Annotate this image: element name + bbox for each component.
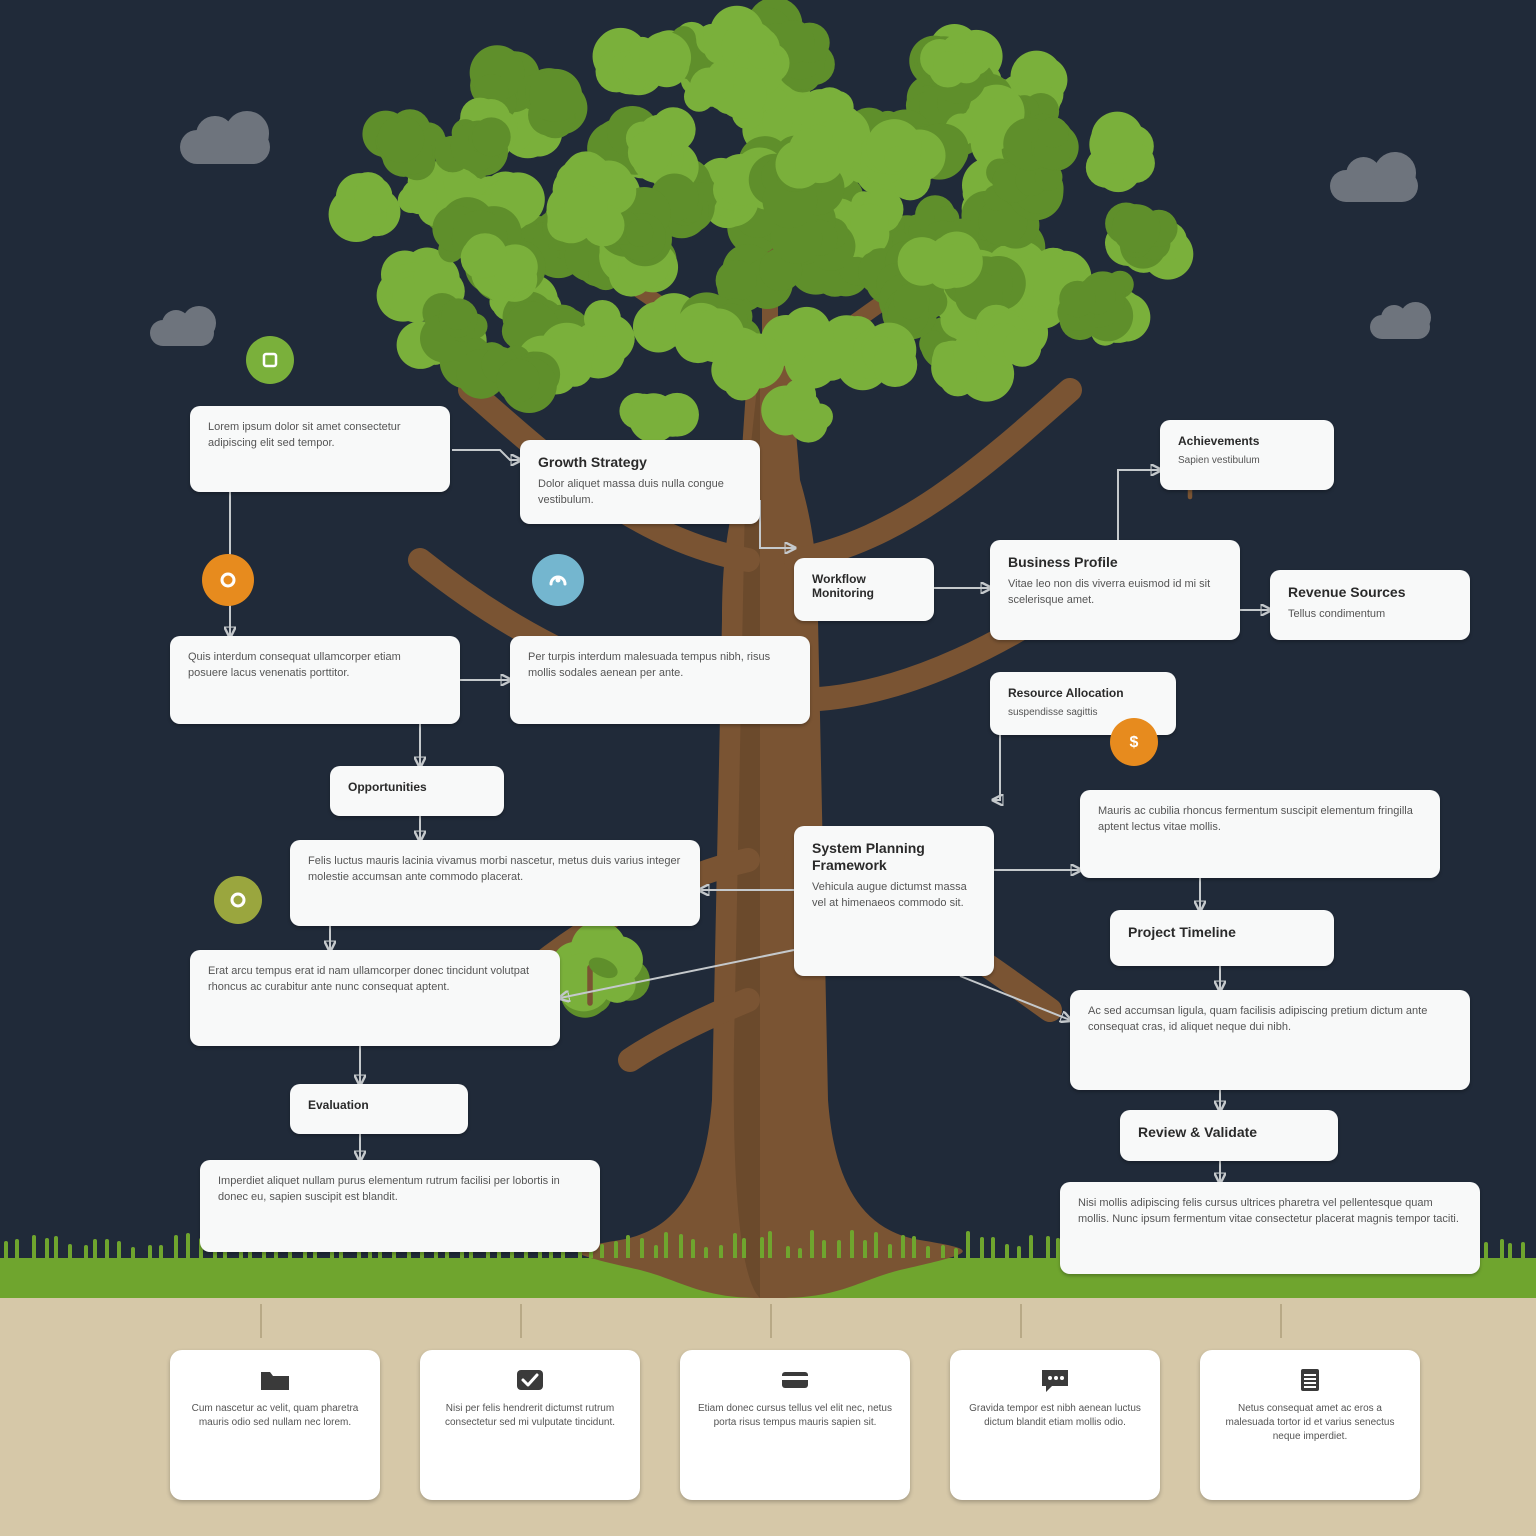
root-tick <box>770 1304 772 1338</box>
card-body: Vitae leo non dis viverra euismod id mi … <box>1008 577 1222 609</box>
card-body: Nisi mollis adipiscing felis cursus ultr… <box>1078 1196 1462 1228</box>
root-card-body: Nisi per felis hendrerit dictumst rutrum… <box>436 1402 624 1430</box>
info-card: Mauris ac cubilia rhoncus fermentum susc… <box>1080 790 1440 878</box>
card-title: Workflow Monitoring <box>812 572 916 601</box>
root-card-body: Etiam donec cursus tellus vel elit nec, … <box>696 1402 894 1430</box>
card-body: Quis interdum consequat ullamcorper etia… <box>188 650 442 682</box>
card-title: Growth Strategy <box>538 454 742 471</box>
root-card: Etiam donec cursus tellus vel elit nec, … <box>680 1350 910 1500</box>
root-card-body: Netus consequat amet ac eros a malesuada… <box>1216 1402 1404 1444</box>
badge-icon <box>202 554 254 606</box>
root-card-body: Cum nascetur ac velit, quam pharetra mau… <box>186 1402 364 1430</box>
root-tick <box>520 1304 522 1338</box>
root-tick <box>1280 1304 1282 1338</box>
info-card: Lorem ipsum dolor sit amet consectetur a… <box>190 406 450 492</box>
svg-text:$: $ <box>1130 734 1139 751</box>
badge-icon <box>532 554 584 606</box>
info-card: Erat arcu tempus erat id nam ullamcorper… <box>190 950 560 1046</box>
root-card: Netus consequat amet ac eros a malesuada… <box>1200 1350 1420 1500</box>
root-card: Nisi per felis hendrerit dictumst rutrum… <box>420 1350 640 1500</box>
card-body: Imperdiet aliquet nullam purus elementum… <box>218 1174 582 1206</box>
info-card: Review & Validate <box>1120 1110 1338 1161</box>
card-body: Per turpis interdum malesuada tempus nib… <box>528 650 792 682</box>
badge-icon: $ <box>1110 718 1158 766</box>
check-icon <box>436 1366 624 1394</box>
info-card: Nisi mollis adipiscing felis cursus ultr… <box>1060 1182 1480 1274</box>
root-tick <box>260 1304 262 1338</box>
card-icon <box>696 1366 894 1394</box>
card-title: System Planning Framework <box>812 840 976 874</box>
info-card: Quis interdum consequat ullamcorper etia… <box>170 636 460 724</box>
root-tick <box>1020 1304 1022 1338</box>
info-card: Opportunities <box>330 766 504 816</box>
card-title: Project Timeline <box>1128 924 1316 941</box>
card-body: Mauris ac cubilia rhoncus fermentum susc… <box>1098 804 1422 836</box>
root-card: Gravida tempor est nibh aenean luctus di… <box>950 1350 1160 1500</box>
card-title: Achievements <box>1178 434 1316 448</box>
info-card: Imperdiet aliquet nullam purus elementum… <box>200 1160 600 1252</box>
cloud-icon <box>1370 315 1430 339</box>
info-card: Growth Strategy Dolor aliquet massa duis … <box>520 440 760 524</box>
cloud-icon <box>180 130 270 164</box>
card-body: Vehicula augue dictumst massa vel at him… <box>812 880 976 912</box>
info-card: Ac sed accumsan ligula, quam facilisis a… <box>1070 990 1470 1090</box>
card-title: Resource Allocation <box>1008 686 1158 700</box>
chat-icon <box>966 1366 1144 1394</box>
cloud-icon <box>150 320 214 346</box>
info-card: Revenue Sources Tellus condimentum <box>1270 570 1470 640</box>
info-card: System Planning Framework Vehicula augue … <box>794 826 994 976</box>
info-card: Workflow Monitoring <box>794 558 934 621</box>
card-body: Lorem ipsum dolor sit amet consectetur a… <box>208 420 432 452</box>
infographic-stage: Lorem ipsum dolor sit amet consectetur a… <box>0 0 1536 1536</box>
folder-icon <box>186 1366 364 1394</box>
card-title: Review & Validate <box>1138 1124 1320 1141</box>
card-body: Erat arcu tempus erat id nam ullamcorper… <box>208 964 542 996</box>
card-title: Opportunities <box>348 780 486 794</box>
info-card: Per turpis interdum malesuada tempus nib… <box>510 636 810 724</box>
badge-icon <box>246 336 294 384</box>
card-title: Revenue Sources <box>1288 584 1452 601</box>
doc-icon <box>1216 1366 1404 1394</box>
card-body: Felis luctus mauris lacinia vivamus morb… <box>308 854 682 886</box>
badge-icon <box>214 876 262 924</box>
info-card: Evaluation <box>290 1084 468 1134</box>
root-card-body: Gravida tempor est nibh aenean luctus di… <box>966 1402 1144 1430</box>
info-card: Felis luctus mauris lacinia vivamus morb… <box>290 840 700 926</box>
card-body: Dolor aliquet massa duis nulla congue ve… <box>538 477 742 509</box>
cloud-icon <box>1330 170 1418 202</box>
info-card: Project Timeline <box>1110 910 1334 966</box>
card-body: Sapien vestibulum <box>1178 454 1316 469</box>
card-body: Tellus condimentum <box>1288 607 1452 623</box>
info-card: Business Profile Vitae leo non dis viverr… <box>990 540 1240 640</box>
card-title: Business Profile <box>1008 554 1222 571</box>
root-card: Cum nascetur ac velit, quam pharetra mau… <box>170 1350 380 1500</box>
card-body: Ac sed accumsan ligula, quam facilisis a… <box>1088 1004 1452 1036</box>
card-title: Evaluation <box>308 1098 450 1112</box>
info-card: Achievements Sapien vestibulum <box>1160 420 1334 490</box>
